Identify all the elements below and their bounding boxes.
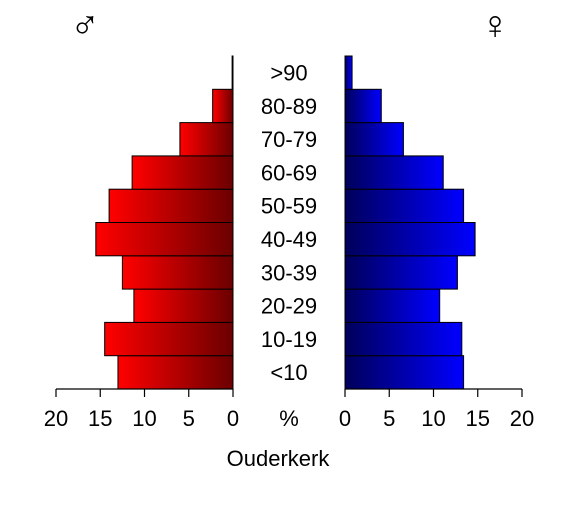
- legend-male: ♂: [70, 4, 100, 48]
- category-label: 30-39: [261, 260, 317, 285]
- x-tick-label: 0: [339, 406, 351, 431]
- category-label: 10-19: [261, 327, 317, 352]
- category-label: <10: [270, 360, 307, 385]
- legend-female: ♀: [480, 4, 510, 48]
- bar: [344, 288, 441, 323]
- bar: [179, 122, 234, 157]
- bar: [344, 88, 382, 124]
- bar: [344, 222, 476, 257]
- bar: [344, 155, 444, 190]
- bar: [133, 288, 234, 323]
- bar: [344, 188, 465, 223]
- bar: [121, 255, 234, 290]
- bar: [344, 321, 463, 357]
- bar: [104, 321, 234, 357]
- category-label: 70-79: [261, 127, 317, 152]
- x-tick-label: 20: [44, 406, 68, 431]
- bar: [344, 355, 465, 390]
- x-tick-label: 10: [421, 406, 445, 431]
- category-label: 40-49: [261, 227, 317, 252]
- category-label: 60-69: [261, 160, 317, 185]
- x-tick-label: 5: [383, 406, 395, 431]
- category-label: 20-29: [261, 294, 317, 319]
- category-label: 50-59: [261, 194, 317, 219]
- bar: [95, 222, 234, 257]
- x-tick-label: 15: [88, 406, 112, 431]
- chart-title: Ouderkerk: [227, 446, 331, 471]
- x-tick-label: 15: [466, 406, 490, 431]
- bar: [344, 255, 458, 290]
- x-tick-label: 5: [183, 406, 195, 431]
- bar: [108, 188, 234, 223]
- category-label: >90: [270, 60, 307, 85]
- x-tick-label: 0: [227, 406, 239, 431]
- category-label: 80-89: [261, 94, 317, 119]
- bar: [344, 122, 404, 157]
- bar: [344, 55, 353, 90]
- bar: [117, 355, 234, 390]
- bar: [131, 155, 234, 190]
- bar: [231, 55, 234, 90]
- x-tick-label: 20: [510, 406, 534, 431]
- x-tick-label: 10: [132, 406, 156, 431]
- bar: [212, 88, 234, 124]
- x-axis-label: %: [279, 406, 299, 431]
